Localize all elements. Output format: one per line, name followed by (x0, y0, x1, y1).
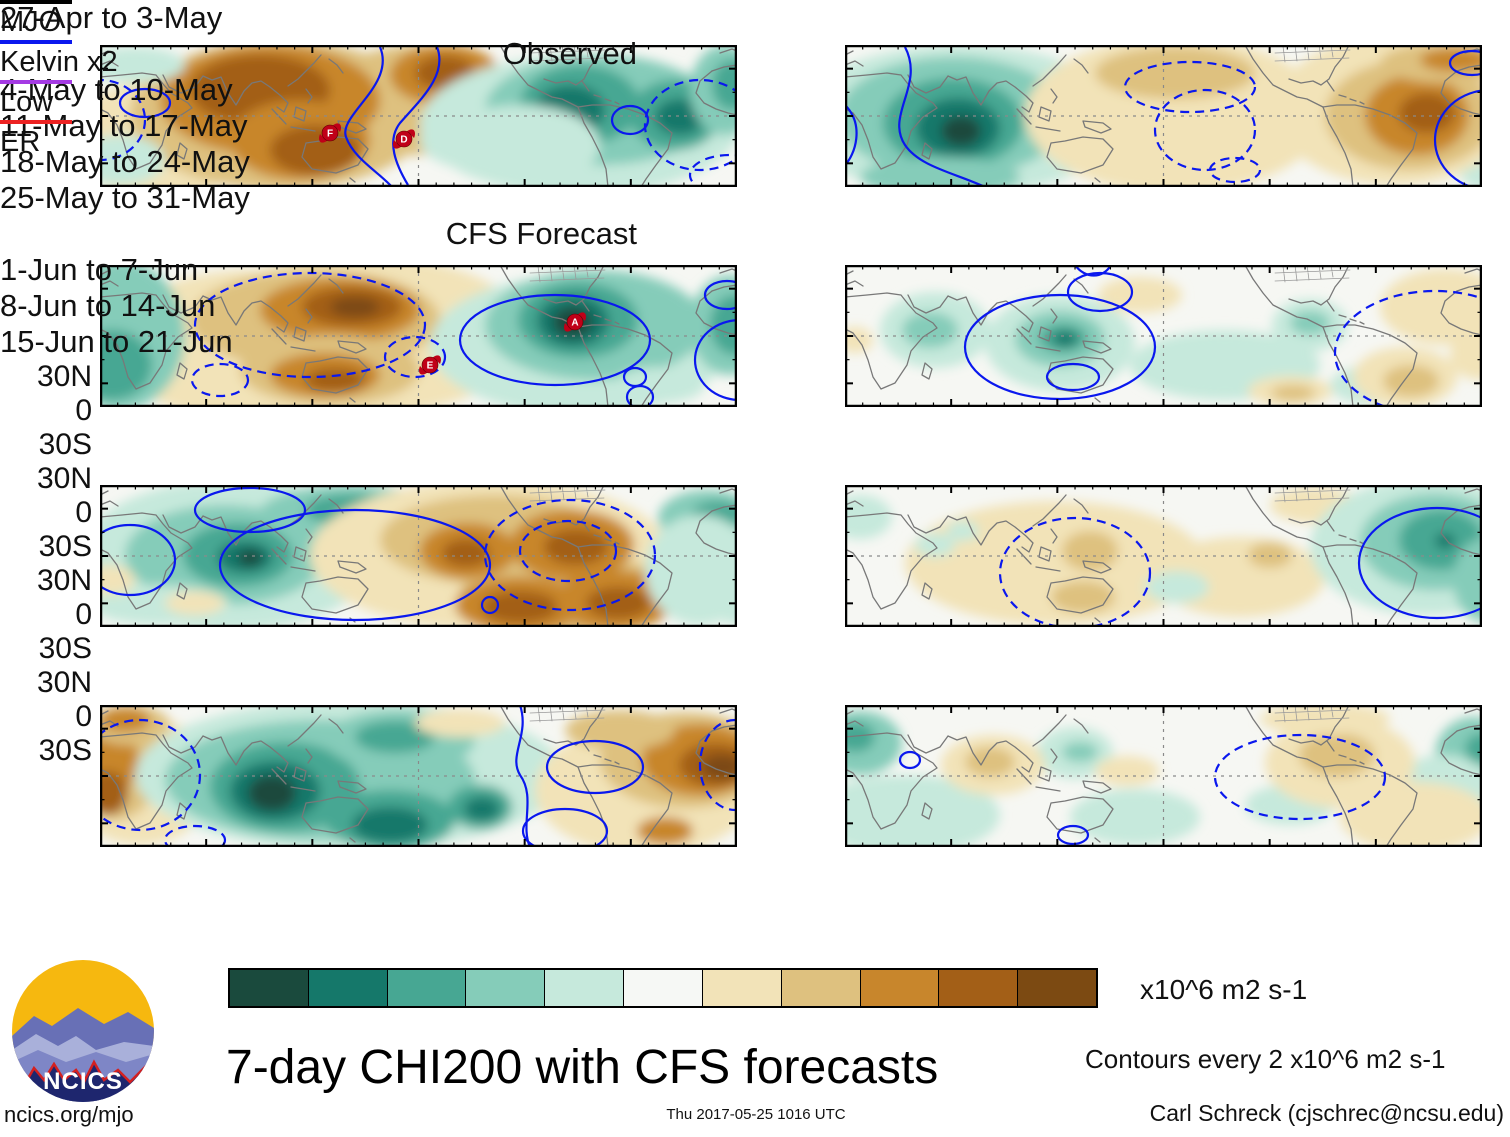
storm-marker: F (318, 123, 342, 143)
panel-title: 25-May to 31-May (0, 180, 250, 215)
panel-title: 1-Jun to 7-Jun (0, 252, 199, 287)
y-tick-label: 30S (38, 632, 92, 665)
y-tick-label: 0 (75, 496, 92, 529)
map-plot (845, 485, 1482, 627)
y-tick-label: 30S (38, 734, 92, 767)
colorbar-cell (466, 970, 546, 1006)
y-tick-label: 0 (75, 700, 92, 733)
panel-title: 8-Jun to 14-Jun (0, 288, 216, 323)
map-plot (845, 45, 1482, 187)
logo-mountains: NCICS (12, 1008, 154, 1102)
logo-text: NCICS (43, 1068, 123, 1095)
colorbar-cell (387, 970, 467, 1006)
footer-timestamp: Thu 2017-05-25 1016 UTC (666, 1106, 846, 1123)
map-plot (100, 705, 737, 847)
legend-line-kelvin-x2 (0, 40, 72, 44)
map-plot: FD (100, 45, 737, 187)
panel-title: 11-May to 17-May (0, 108, 248, 143)
colorbar-cell (230, 970, 309, 1006)
y-tick-label: 30N (36, 360, 92, 393)
colorbar-cell (308, 970, 388, 1006)
colorbar-cell (545, 970, 625, 1006)
column-label: CFS Forecast (445, 216, 637, 251)
y-tick-label: 30N (36, 564, 92, 597)
colorbar-cell (624, 970, 703, 1006)
y-tick-label: 0 (75, 394, 92, 427)
panel-title: 15-Jun to 21-Jun (0, 324, 233, 359)
column-label: Observed (502, 36, 637, 71)
figure-title: 7-day CHI200 with CFS forecasts (226, 1041, 939, 1094)
legend-label: ER (0, 126, 41, 158)
y-tick-label: 30S (38, 530, 92, 563)
colorbar (228, 968, 1098, 1008)
y-tick-label: 30N (36, 462, 92, 495)
map-plot (845, 705, 1482, 847)
colorbar-cell (702, 970, 782, 1006)
legend-line-er (0, 120, 72, 124)
svg-text:F: F (327, 129, 333, 140)
colorbar-cell (860, 970, 940, 1006)
panel-title: 18-May to 24-May (0, 144, 250, 179)
colorbar-units: x10^6 m2 s-1 (1140, 974, 1308, 1005)
storm-marker: A (563, 312, 587, 332)
ncics-logo: NCICS (12, 960, 154, 1102)
colorbar-cell (939, 970, 1019, 1006)
legend-note: Contours every 2 x10^6 m2 s-1 (1085, 1044, 1446, 1074)
legend-line-mjo (0, 0, 72, 4)
map-plot (100, 485, 737, 627)
legend-label: Kelvin x2 (0, 46, 118, 78)
map-plot (845, 265, 1482, 407)
legend-line-low (0, 80, 72, 84)
y-tick-label: 30N (36, 666, 92, 699)
colorbar-cell (1018, 970, 1096, 1006)
y-tick-label: 0 (75, 598, 92, 631)
footer-site: ncics.org/mjo (4, 1102, 134, 1127)
footer-credit: Carl Schreck (cjschrec@ncsu.edu) (1149, 1100, 1504, 1126)
y-tick-label: 30S (38, 428, 92, 461)
svg-text:A: A (571, 318, 578, 329)
storm-marker: E (418, 355, 442, 375)
svg-text:D: D (400, 135, 407, 146)
legend-label: Low (0, 86, 54, 118)
storm-marker: D (392, 129, 416, 149)
panel-title: 27-Apr to 3-May (0, 0, 223, 35)
svg-text:E: E (427, 361, 434, 372)
legend-label: MJO (0, 6, 62, 38)
colorbar-cell (781, 970, 861, 1006)
map-plot: AE (100, 265, 737, 407)
panel-title: 4-May to 10-May (0, 72, 233, 107)
